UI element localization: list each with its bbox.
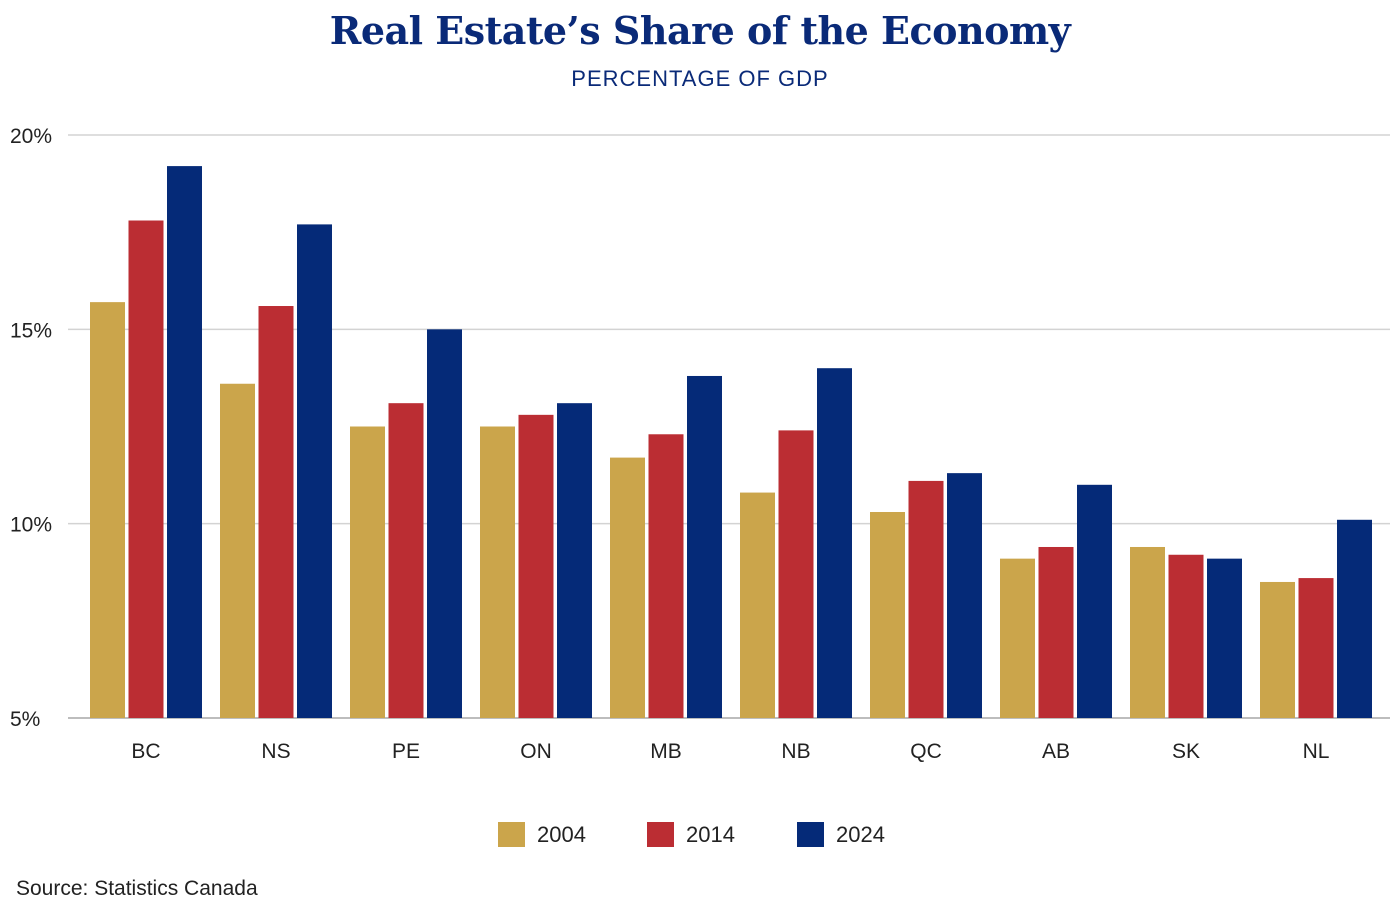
bar-bc-2024 [167,166,202,719]
legend-swatch-2014 [647,822,674,847]
bar-sk-2014 [1168,554,1204,718]
bar-qc-2014 [908,480,944,718]
y-tick-label: 20% [10,125,52,148]
bar-ab-2014 [1038,546,1074,718]
bar-qc-2004 [870,512,905,718]
bar-sk-2004 [1130,546,1165,718]
chart-subtitle: PERCENTAGE OF GDP [571,66,829,91]
bar-ab-2004 [1000,558,1035,718]
bar-nb-2004 [740,492,775,718]
x-category-label: QC [910,740,942,763]
source-note: Source: Statistics Canada [16,877,258,900]
bar-ab-2024 [1077,484,1112,718]
legend-label-2014: 2014 [686,822,735,847]
legend: 2004 2014 2024 [498,822,885,847]
bar-sk-2024 [1207,558,1242,718]
x-category-label: MB [650,740,682,763]
legend-label-2004: 2004 [537,822,586,847]
bar-nl-2014 [1298,578,1334,718]
x-axis-categories: BC NS PE ON MB NB QC AB SK NL [131,740,1329,763]
bar-nb-2014 [778,430,814,718]
bar-on-2024 [557,403,592,718]
bar-nl-2024 [1337,519,1372,718]
bar-mb-2024 [687,375,722,718]
bar-qc-2024 [947,473,982,718]
bars [90,166,1372,719]
bar-pe-2024 [427,329,462,718]
y-tick-label: 10% [10,514,52,537]
bar-bc-2014 [128,220,164,719]
bar-bc-2004 [90,302,125,718]
bar-on-2014 [518,414,554,718]
bar-nl-2004 [1260,581,1295,718]
bar-nb-2024 [817,368,852,718]
x-category-label: AB [1042,740,1070,763]
bar-on-2004 [480,426,515,718]
bar-pe-2014 [388,403,424,718]
bar-mb-2014 [648,434,684,718]
chart-title: Real Estate’s Share of the Economy [329,8,1071,53]
bar-ns-2004 [220,383,255,718]
y-axis-ticks: 5% 10% 15% 20% [10,125,52,731]
x-category-label: ON [520,740,552,763]
y-tick-label: 15% [10,319,52,342]
x-category-label: NS [261,740,290,763]
x-category-label: NB [781,740,810,763]
legend-swatch-2004 [498,822,525,847]
y-tick-label: 5% [10,708,40,731]
legend-swatch-2024 [797,822,824,847]
legend-label-2024: 2024 [836,822,885,847]
x-category-label: SK [1172,740,1200,763]
x-category-label: BC [131,740,160,763]
bar-ns-2014 [258,306,294,718]
bar-ns-2024 [297,224,332,719]
x-category-label: PE [392,740,420,763]
x-category-label: NL [1303,740,1330,763]
bar-pe-2004 [350,426,385,718]
bar-mb-2004 [610,457,645,718]
